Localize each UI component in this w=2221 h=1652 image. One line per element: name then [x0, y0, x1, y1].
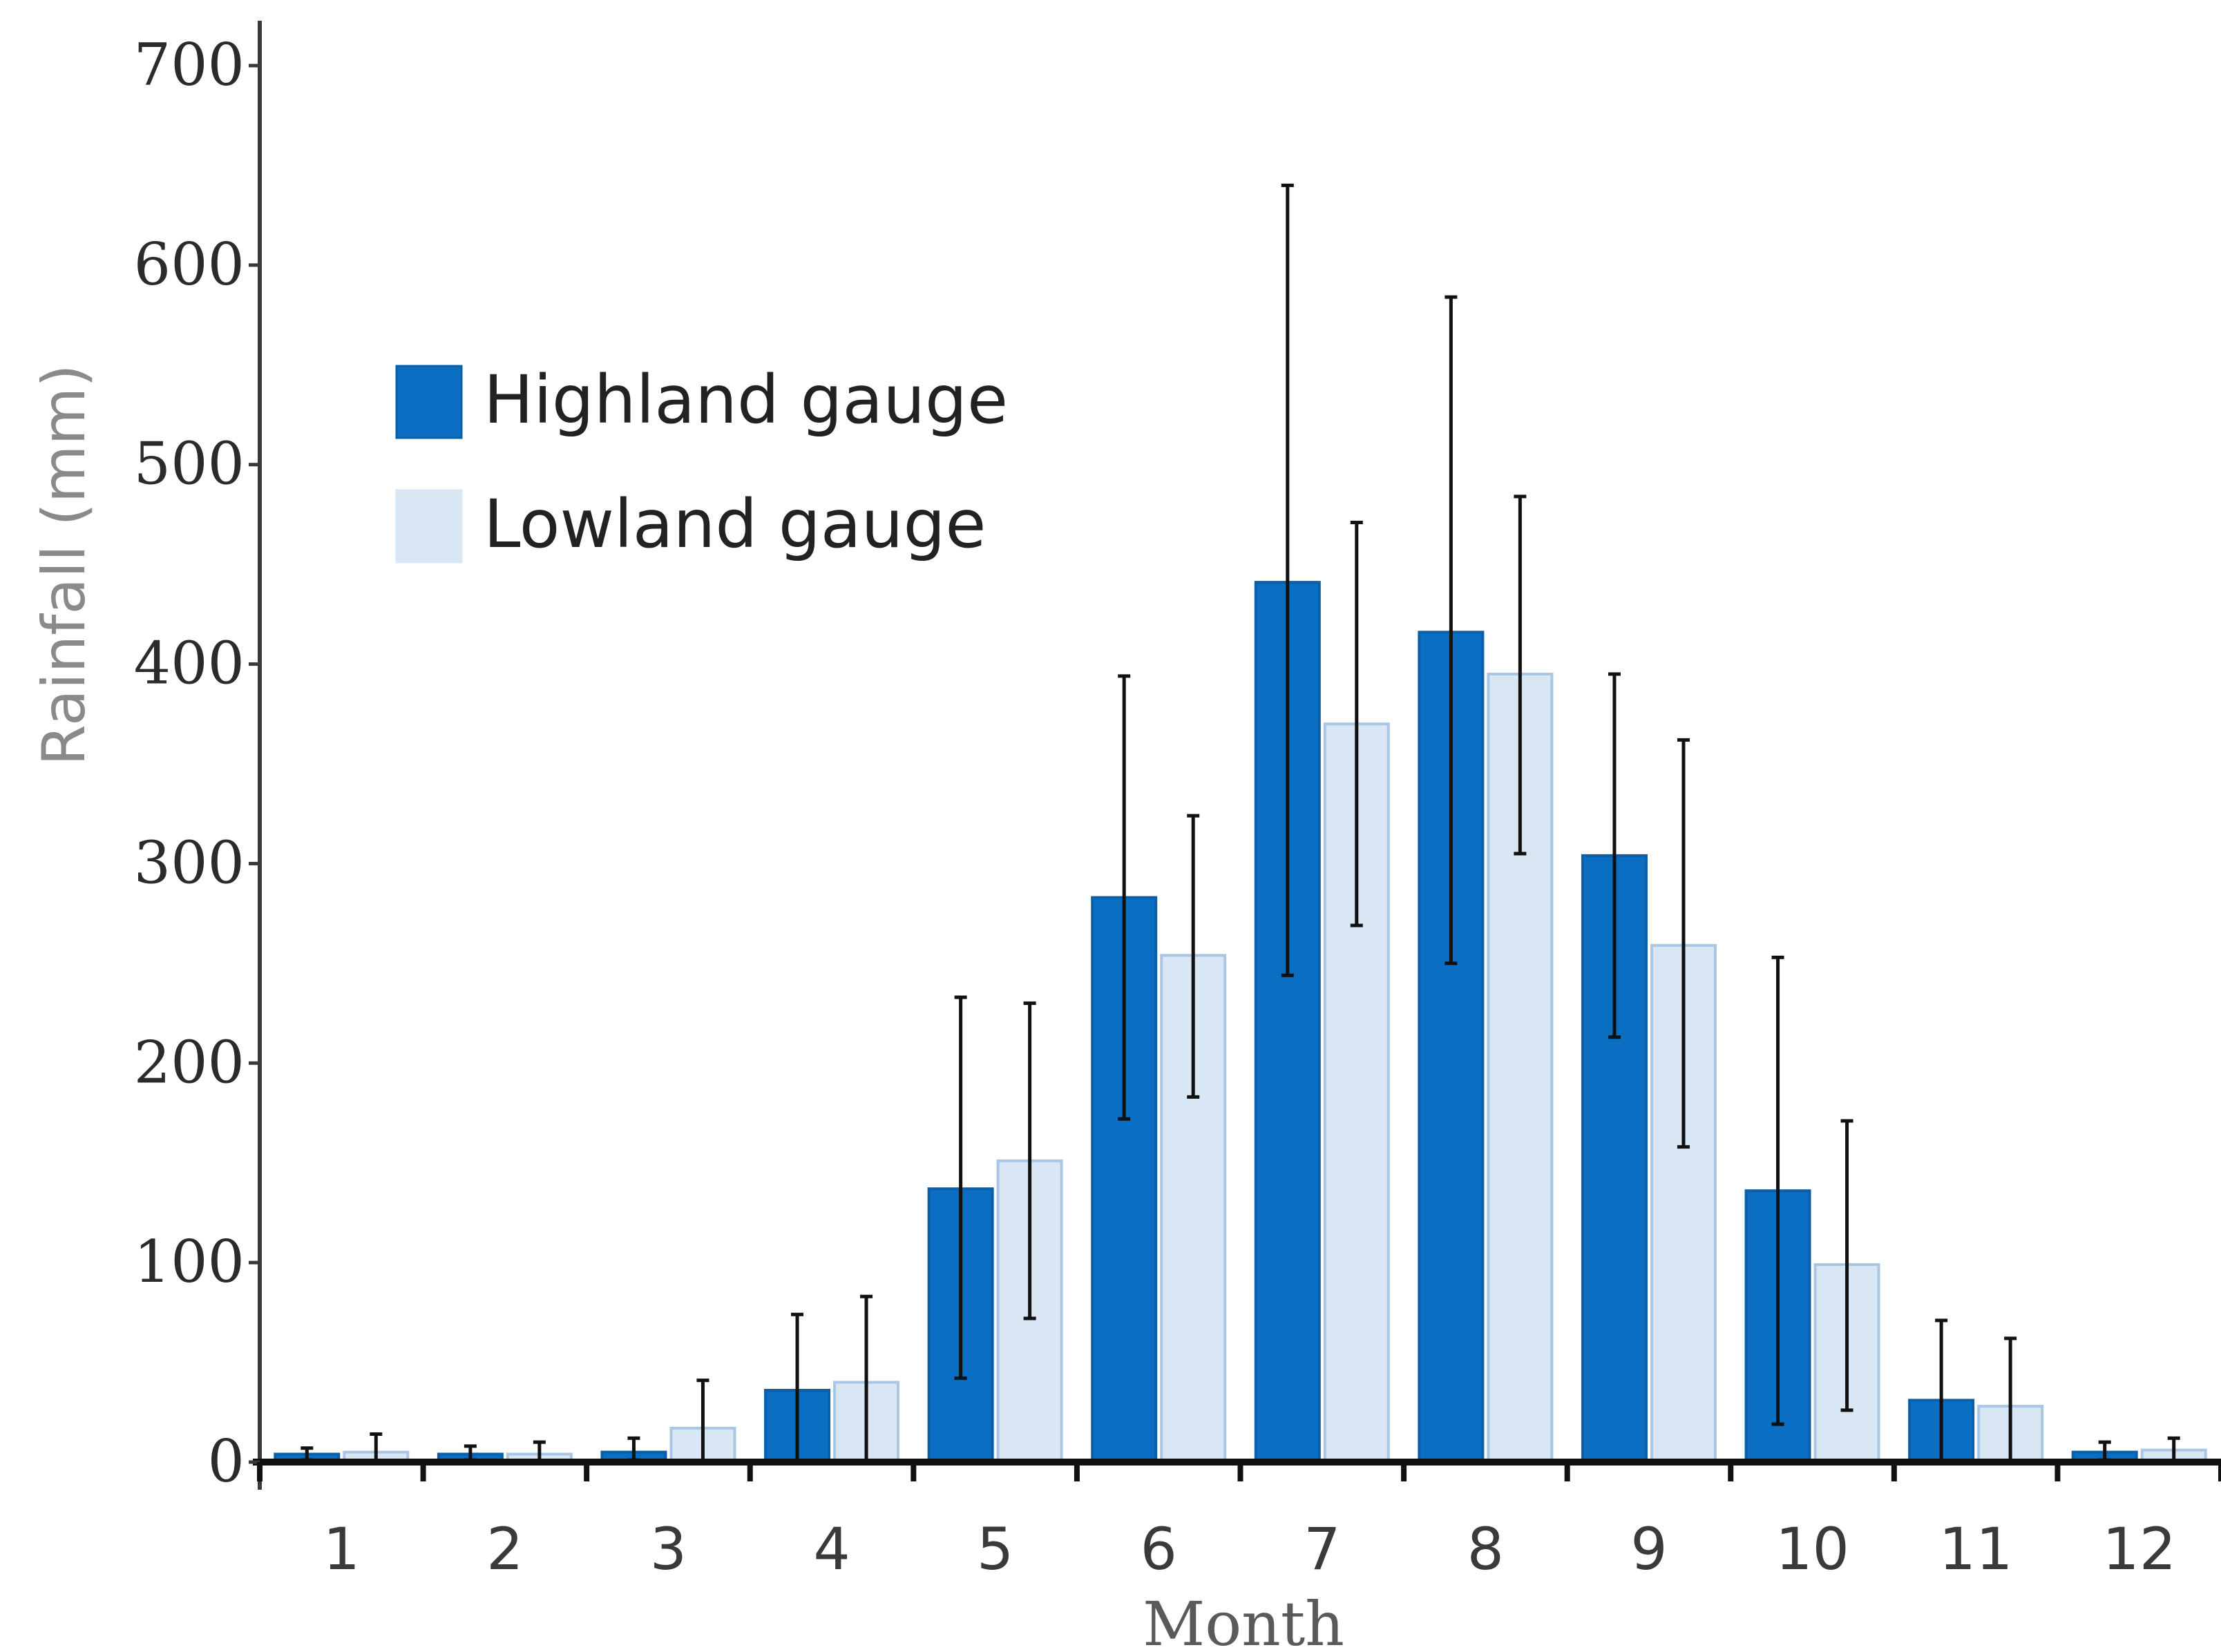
- x-tick-label-5: 5: [977, 1515, 1013, 1583]
- x-tick-label-4: 4: [813, 1515, 850, 1583]
- x-tick-label-1: 1: [323, 1515, 360, 1583]
- error-bar-lowland-month-10: [1840, 1119, 1853, 1412]
- legend-label-lowland: Lowland gauge: [484, 486, 986, 563]
- x-tick-label-6: 6: [1140, 1515, 1176, 1583]
- y-tick-label-500: 500: [134, 430, 245, 498]
- y-axis-title: Rainfall (mm): [30, 364, 99, 766]
- y-tick-label-600: 600: [134, 231, 245, 298]
- error-bar-highland-month-6: [1118, 674, 1131, 1121]
- error-bar-highland-month-8: [1445, 295, 1458, 966]
- bars-layer: [274, 581, 2207, 1464]
- x-tick-label-2: 2: [486, 1515, 523, 1583]
- x-tick-label-7: 7: [1304, 1515, 1340, 1583]
- error-bar-highland-month-9: [1608, 672, 1621, 1039]
- legend-swatch-highland: [395, 365, 463, 439]
- error-bar-highland-month-7: [1281, 183, 1294, 977]
- y-tick-label-100: 100: [134, 1228, 245, 1296]
- x-tick-label-3: 3: [650, 1515, 687, 1583]
- y-tick-label-300: 300: [134, 829, 245, 896]
- error-bar-lowland-month-8: [1514, 494, 1527, 856]
- error-bar-highland-month-10: [1771, 955, 1784, 1426]
- x-tick-label-10: 10: [1775, 1515, 1849, 1583]
- y-tick-label-700: 700: [134, 31, 245, 99]
- legend-swatch-lowland: [395, 489, 463, 564]
- error-bar-lowland-month-9: [1677, 738, 1690, 1149]
- y-tick-label-0: 0: [208, 1428, 245, 1495]
- error-bar-highland-month-5: [954, 995, 967, 1381]
- legend: Highland gauge Lowland gauge: [395, 361, 1008, 564]
- x-tick-label-12: 12: [2102, 1515, 2176, 1583]
- error-bar-lowland-month-5: [1023, 1001, 1036, 1320]
- x-tick-label-11: 11: [1939, 1515, 2013, 1583]
- x-tick-label-9: 9: [1630, 1515, 1667, 1583]
- legend-label-highland: Highland gauge: [484, 361, 1008, 439]
- error-bar-lowland-month-6: [1187, 814, 1200, 1099]
- x-tick-label-8: 8: [1467, 1515, 1504, 1583]
- y-tick-label-400: 400: [134, 630, 245, 698]
- y-tick-label-200: 200: [134, 1028, 245, 1096]
- error-bar-lowland-month-7: [1350, 520, 1363, 928]
- x-axis-title: Month: [1143, 1588, 1344, 1652]
